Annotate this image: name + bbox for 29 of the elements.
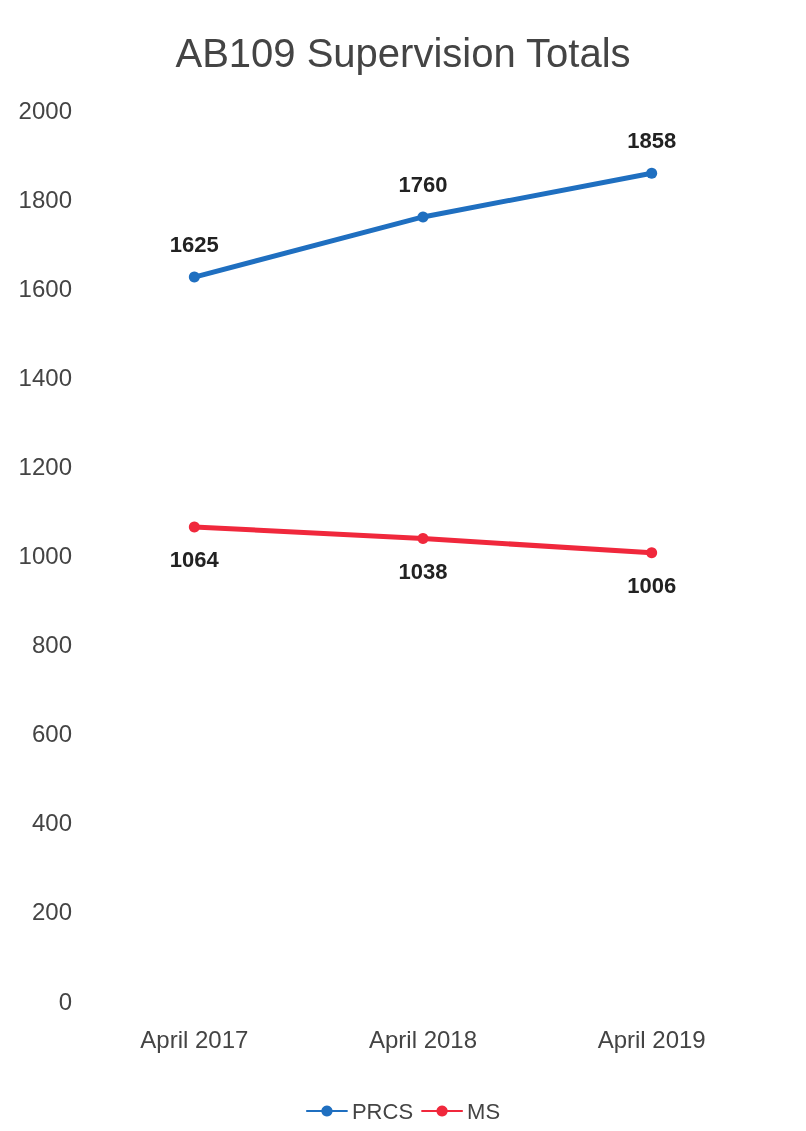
legend-label: PRCS [351, 1098, 414, 1124]
point [646, 167, 658, 179]
data-label: 1064 [169, 546, 220, 572]
y-tick-label: 0 [58, 987, 72, 1015]
chart-title: AB109 Supervision Totals [175, 31, 631, 75]
y-tick-label: 800 [31, 631, 72, 659]
data-label: 1038 [398, 558, 448, 584]
x-tick-label: April 2018 [368, 1025, 478, 1053]
data-label: 1760 [398, 171, 448, 197]
y-tick-label: 400 [31, 809, 72, 837]
y-tick-label: 2000 [18, 96, 72, 124]
y-tick-label: 1000 [18, 542, 72, 569]
y-tick-label: 1800 [18, 185, 72, 213]
point [188, 521, 200, 533]
y-tick-label: 600 [31, 720, 72, 748]
data-label: 1625 [169, 232, 219, 258]
y-tick-label: 200 [31, 898, 72, 926]
point [417, 211, 429, 223]
data-label: 1006 [627, 572, 677, 598]
point [417, 533, 429, 545]
y-tick-label: 1400 [18, 363, 72, 391]
y-tick-label: 1200 [18, 452, 72, 480]
x-tick-label: April 2019 [597, 1025, 706, 1053]
legend-label: MS [467, 1098, 501, 1124]
y-tick-label: 1600 [18, 274, 72, 302]
data-label: 1858 [627, 128, 677, 154]
x-tick-label: April 2017 [140, 1025, 249, 1053]
point [646, 547, 658, 559]
point [188, 271, 200, 283]
